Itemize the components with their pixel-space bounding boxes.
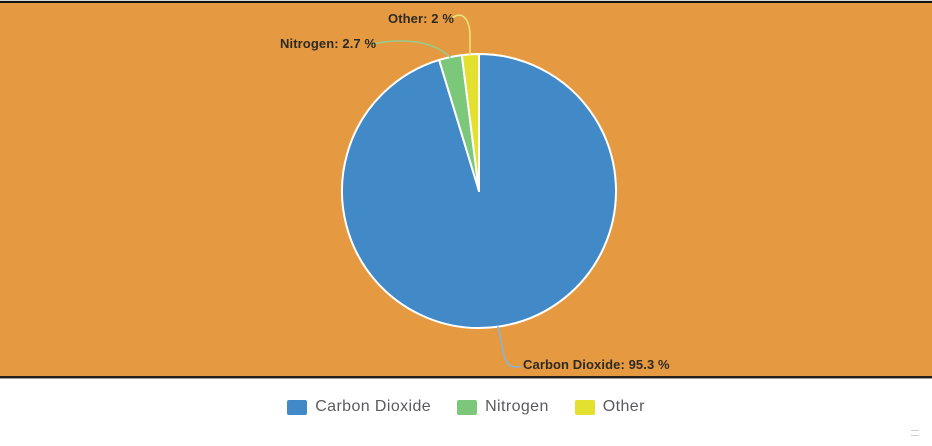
other-leader-line xyxy=(451,14,471,55)
carbon-dioxide-callout-label: Carbon Dioxide: 95.3 % xyxy=(523,357,670,372)
chart-border-top xyxy=(0,1,932,3)
other-swatch-icon xyxy=(574,399,595,415)
nitrogen-swatch-icon xyxy=(457,399,478,415)
nitrogen-callout-label: Nitrogen: 2.7 % xyxy=(280,36,377,51)
chart-legend: Carbon Dioxide Nitrogen Other xyxy=(0,398,932,416)
legend-item-other[interactable]: Other xyxy=(574,398,645,416)
legend-label-carbon-dioxide: Carbon Dioxide xyxy=(315,398,432,415)
other-callout-label: Other: 2 % xyxy=(388,11,455,26)
legend-label-other: Other xyxy=(602,398,645,415)
chart-border-bottom xyxy=(0,376,932,378)
bottom-hairline xyxy=(0,378,932,379)
top-hairline xyxy=(0,0,932,1)
watermark-mark xyxy=(911,430,919,436)
legend-item-carbon-dioxide[interactable]: Carbon Dioxide xyxy=(287,398,431,416)
nitrogen-leader-line xyxy=(372,40,451,58)
legend-item-nitrogen[interactable]: Nitrogen xyxy=(457,398,549,416)
legend-label-nitrogen: Nitrogen xyxy=(485,398,549,415)
carbon-dioxide-swatch-icon xyxy=(287,399,308,415)
carbon-dioxide-leader-line xyxy=(497,326,521,368)
